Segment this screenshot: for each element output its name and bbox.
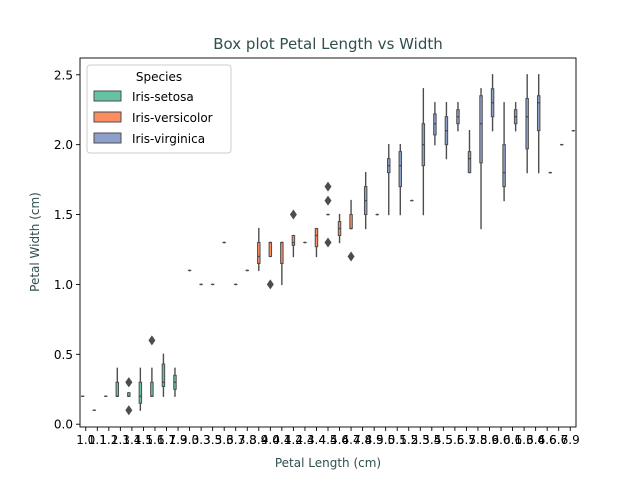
y-tick-label: 1.0 [54, 278, 73, 292]
box-body [269, 243, 271, 257]
x-tick-label: 6.9 [561, 433, 580, 447]
box-body [315, 229, 317, 247]
legend-swatch [94, 133, 121, 143]
box-body [292, 236, 294, 246]
legend-title: Species [136, 70, 182, 84]
box-body [503, 145, 505, 187]
legend: Species Iris-setosa Iris-versicolor Iris-v… [87, 65, 231, 153]
box-body [258, 243, 260, 264]
box-body [151, 382, 153, 396]
y-tick-label: 1.5 [54, 208, 73, 222]
y-tick-label: 2.0 [54, 138, 73, 152]
y-tick-label: 0.5 [54, 348, 73, 362]
legend-label: Iris-versicolor [132, 111, 213, 125]
box-body [139, 382, 141, 403]
box-body [116, 382, 118, 396]
chart-title: Box plot Petal Length vs Width [213, 35, 442, 53]
y-tick-label: 2.5 [54, 68, 73, 82]
box-body [162, 364, 164, 386]
y-tick-label: 0.0 [54, 418, 73, 432]
y-axis-label: Petal Width (cm) [28, 192, 42, 292]
legend-label: Iris-virginica [132, 132, 205, 146]
legend-swatch [94, 112, 121, 122]
legend-swatch [94, 91, 121, 101]
box-body [480, 96, 482, 163]
box-body [537, 96, 539, 131]
box-body [468, 152, 470, 173]
box-body [526, 99, 528, 149]
x-axis-label: Petal Length (cm) [275, 456, 381, 470]
box-body [350, 215, 352, 229]
box-body [281, 243, 283, 264]
legend-label: Iris-setosa [132, 90, 194, 104]
box-body [399, 152, 401, 187]
